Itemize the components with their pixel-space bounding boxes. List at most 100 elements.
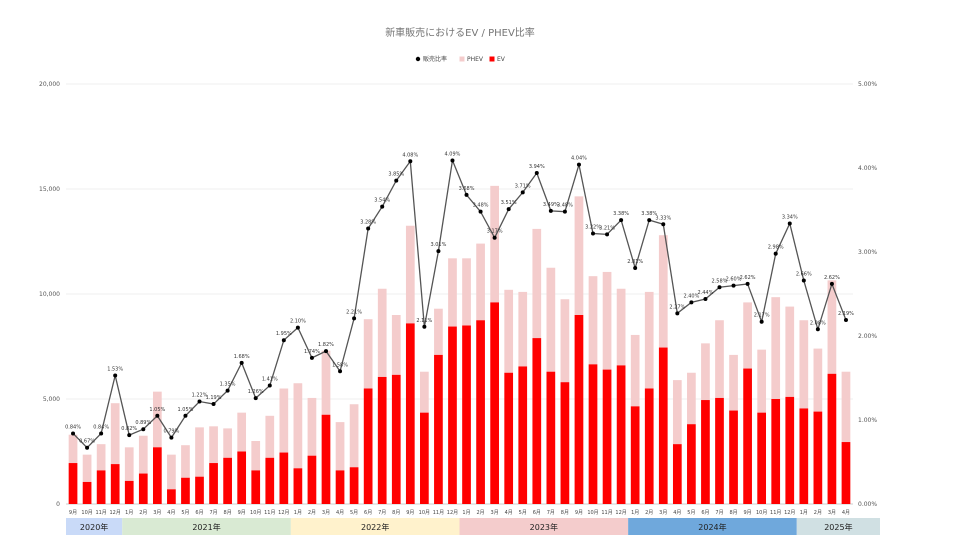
bar-phev xyxy=(420,371,429,413)
legend-label-0: 販売比率 xyxy=(423,55,447,63)
bar-ev xyxy=(321,414,331,504)
y-right-tick-label: 0.00% xyxy=(858,501,877,508)
y-right-tick-label: 4.00% xyxy=(858,165,877,172)
ratio-data-label: 3.38% xyxy=(641,211,657,217)
x-tick-label: 4月 xyxy=(673,510,681,516)
bar-phev xyxy=(152,391,162,448)
ratio-data-label: 1.58% xyxy=(332,362,348,368)
bar-ev xyxy=(504,372,514,504)
x-tick-label: 3月 xyxy=(153,510,161,516)
ratio-data-label: 3.34% xyxy=(782,214,798,220)
ratio-data-label: 1.05% xyxy=(149,407,165,413)
ratio-data-label: 2.44% xyxy=(697,290,713,296)
ratio-point xyxy=(281,338,286,343)
bar-ev xyxy=(687,424,696,504)
ratio-point xyxy=(422,324,427,329)
bar-ev xyxy=(363,388,373,504)
ratio-point xyxy=(647,218,652,223)
bar-phev xyxy=(729,354,738,411)
y-left-tick-label: 20,000 xyxy=(39,81,60,88)
bar-ev xyxy=(701,400,710,504)
y-right-tick-label: 2.00% xyxy=(858,333,877,340)
ratio-point xyxy=(436,249,441,254)
ratio-point xyxy=(633,265,638,270)
bar-ev xyxy=(757,412,767,504)
ratio-data-label: 2.10% xyxy=(290,319,306,325)
year-label: 2021年 xyxy=(192,522,220,532)
ratio-data-label: 0.84% xyxy=(65,424,81,430)
bar-phev xyxy=(518,291,528,367)
bar-ev xyxy=(293,468,303,504)
bar-ev xyxy=(138,473,148,504)
bar-ev xyxy=(152,447,162,504)
bar-phev xyxy=(630,334,640,407)
bar-ev xyxy=(518,366,528,504)
x-tick-label: 11月 xyxy=(601,510,612,516)
ratio-data-label: 1.74% xyxy=(304,349,320,355)
bar-phev xyxy=(167,454,176,490)
ratio-point xyxy=(85,445,90,450)
x-tick-label: 12月 xyxy=(447,510,458,516)
ratio-point xyxy=(113,373,118,378)
x-tick-label: 12月 xyxy=(110,510,121,516)
x-tick-label: 3月 xyxy=(491,510,499,516)
bar-ev xyxy=(574,315,584,504)
year-segment xyxy=(459,518,629,535)
x-tick-label: 4月 xyxy=(336,510,344,516)
ratio-data-label: 2.17% xyxy=(754,313,770,319)
ratio-data-label: 1.41% xyxy=(262,377,278,383)
bar-phev xyxy=(672,380,682,445)
x-tick-label: 6月 xyxy=(533,510,541,516)
bar-phev xyxy=(223,428,232,458)
ratio-point xyxy=(731,283,736,288)
bar-ev xyxy=(68,463,78,504)
bar-phev xyxy=(560,299,570,383)
bar-phev xyxy=(251,441,261,471)
bar-ev xyxy=(82,481,92,504)
bar-phev xyxy=(377,288,387,377)
ratio-line-series: 0.84% 0.67% 0.84% 1.53% 0.82%0.89% 1.05% 0.79%… xyxy=(65,151,854,450)
bar-phev xyxy=(771,297,781,399)
bar-phev xyxy=(265,415,275,458)
y-axis-left: 0 5,000 10,000 15,000 20,000 xyxy=(39,81,60,508)
ratio-point xyxy=(619,218,624,223)
bar-phev xyxy=(181,445,190,478)
bar-phev xyxy=(391,315,401,375)
ratio-data-label: 3.85% xyxy=(388,172,404,178)
ratio-point xyxy=(717,285,722,290)
year-segment xyxy=(122,518,291,535)
ratio-point xyxy=(253,396,258,401)
year-segment xyxy=(66,518,123,535)
x-tick-label: 11月 xyxy=(770,510,781,516)
y-left-tick-label: 15,000 xyxy=(39,186,60,193)
year-label: 2020年 xyxy=(80,522,108,532)
x-tick-label: 10月 xyxy=(587,510,598,516)
ratio-data-label: 2.81% xyxy=(627,259,643,265)
x-tick-label: 11月 xyxy=(433,510,444,516)
ratio-line xyxy=(72,158,847,449)
ratio-data-label: 2.27% xyxy=(669,304,685,310)
ratio-data-label: 3.48% xyxy=(473,203,489,209)
bar-ev xyxy=(476,320,485,504)
ratio-point xyxy=(520,190,525,195)
bar-ev xyxy=(729,410,738,504)
ratio-data-label: 0.84% xyxy=(93,424,109,430)
ratio-data-label: 0.67% xyxy=(79,439,95,445)
year-segment xyxy=(796,518,880,535)
bar-phev xyxy=(124,447,134,481)
bar-ev xyxy=(223,457,232,504)
ratio-data-label: 2.21% xyxy=(346,309,362,315)
ratio-point xyxy=(562,209,567,214)
bar-phev xyxy=(321,350,331,415)
x-tick-label: 6月 xyxy=(701,510,709,516)
x-tick-label: 2月 xyxy=(476,510,484,516)
bar-ev xyxy=(602,369,612,504)
x-tick-label: 3月 xyxy=(322,510,330,516)
legend-swatch-phev xyxy=(459,56,465,62)
bar-ev xyxy=(616,365,626,504)
x-tick-label: 2月 xyxy=(308,510,316,516)
ratio-point xyxy=(815,327,820,332)
ratio-data-label: 0.82% xyxy=(121,426,137,432)
bar-ev xyxy=(771,399,781,504)
bar-ev xyxy=(827,373,837,504)
